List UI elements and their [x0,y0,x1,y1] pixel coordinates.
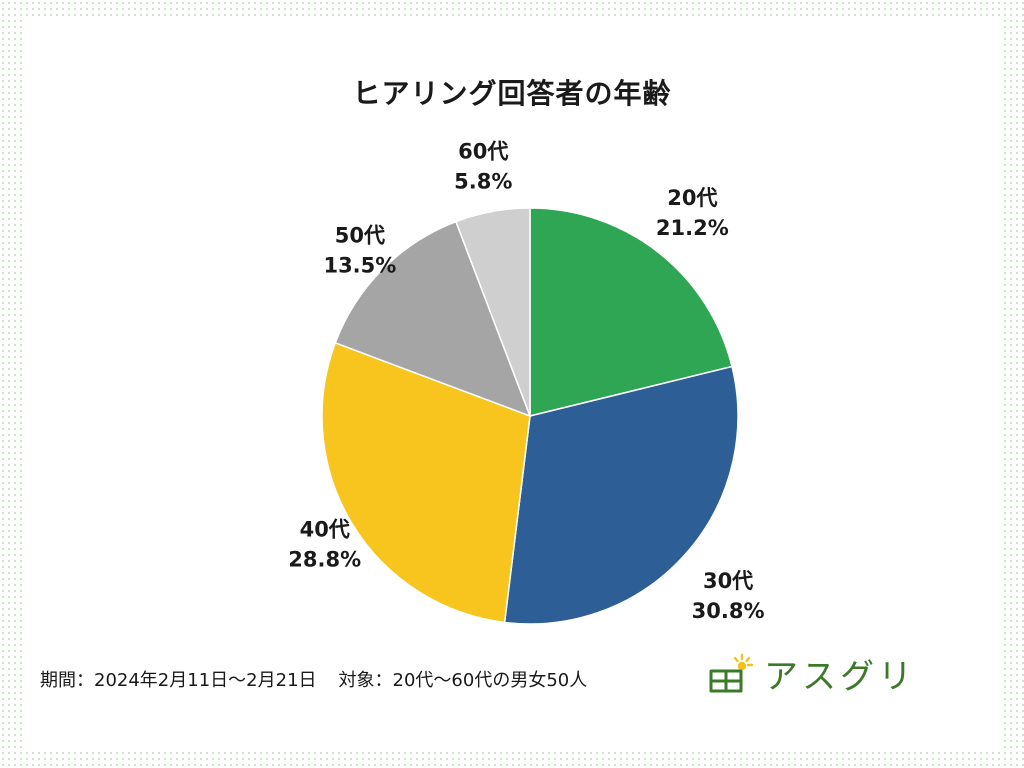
slice-value-label: 21.2% [656,216,729,240]
slice-value-label: 30.8% [692,599,765,623]
survey-period: 期間：2024年2月11日～2月21日 [40,670,317,691]
slice-value-label: 5.8% [454,169,512,193]
chart-title: ヒアリング回答者の年齢 [352,77,672,110]
footnote: 期間：2024年2月11日～2月21日 対象：20代～60代の男女50人 [40,666,587,692]
slice-category-label: 50代 [335,224,385,248]
pie-slice-20代 [529,207,733,417]
slice-value-label: 28.8% [288,547,361,571]
slice-category-label: 40代 [300,517,350,541]
pie-slice-30代 [503,365,739,625]
brand-name: アスグリ [764,656,916,697]
slice-value-label: 13.5% [323,254,396,278]
brand-logo: アスグリ [708,648,916,698]
survey-target: 対象：20代～60代の男女50人 [338,670,588,691]
slice-category-label: 30代 [703,569,753,593]
greenhouse-sun-icon [709,653,754,693]
pie-slice-60代 [454,207,531,417]
pie-slice-50代 [334,220,532,418]
pie-slice-40代 [321,341,531,624]
slice-category-label: 60代 [458,139,508,163]
slice-category-label: 20代 [667,186,717,210]
